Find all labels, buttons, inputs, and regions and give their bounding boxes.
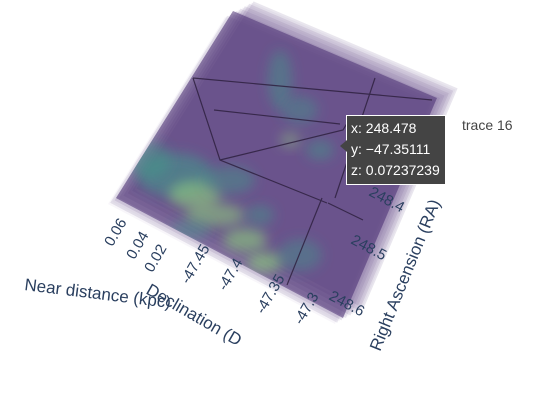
volume-slabs xyxy=(108,1,458,324)
hover-x-value: x: 248.478 xyxy=(351,120,417,136)
y-tick-label: -47.45 xyxy=(177,242,213,287)
intensity-blob xyxy=(246,205,274,225)
intensity-blob xyxy=(306,140,334,160)
hover-tooltip: x: 248.478 y: −47.35111 z: 0.07237239 xyxy=(340,115,446,185)
intensity-blob xyxy=(169,181,221,209)
scene-grid-lines xyxy=(192,77,433,286)
intensity-blob xyxy=(268,50,292,110)
hover-z-value: z: 0.07237239 xyxy=(351,162,440,178)
hover-trace-name: trace 16 xyxy=(462,117,513,133)
intensity-blob xyxy=(185,203,245,227)
intensity-blob xyxy=(205,166,255,194)
intensity-blob xyxy=(280,132,300,148)
tooltip-pointer xyxy=(340,140,347,152)
z-tick-label: 0.06 xyxy=(101,216,130,250)
intensity-blob xyxy=(278,239,322,271)
intensity-blob xyxy=(282,96,318,124)
intensity-blob xyxy=(223,228,267,252)
hover-y-value: y: −47.35111 xyxy=(351,141,431,157)
intensity-blob xyxy=(247,252,283,272)
